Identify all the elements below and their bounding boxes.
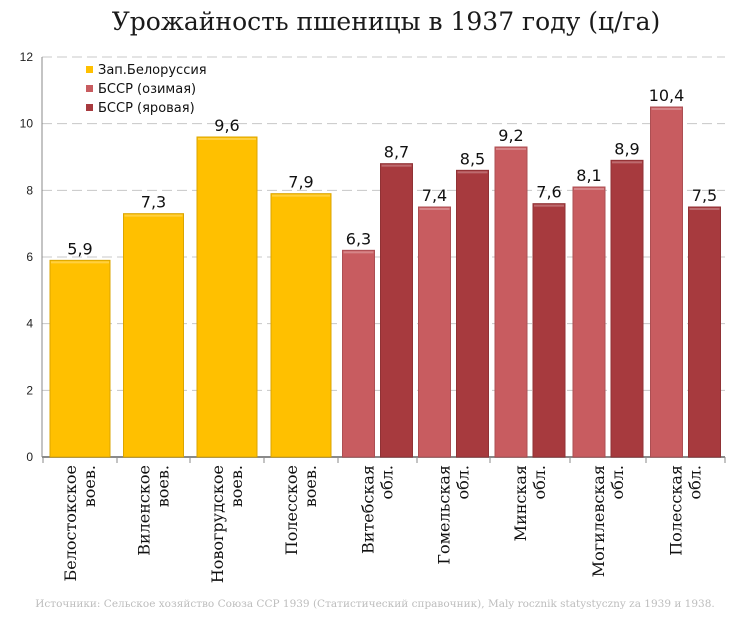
category-label-line1: Могилевская [589,465,608,577]
category-label: Гомельская обл. [435,465,473,565]
y-tick-label: 12 [20,50,34,64]
y-tick-label: 0 [26,450,33,464]
data-label: 10,4 [649,86,685,105]
legend-label: БССР (яровая) [98,101,195,116]
category-label: Белостокское воев. [61,465,99,582]
bar-highlight [381,164,412,167]
bar [380,163,413,458]
category-label-line2: обл. [530,465,549,500]
bar [270,193,332,458]
bar-highlight [272,194,330,197]
bar [572,186,606,458]
category-label: Могилевская обл. [589,465,627,577]
bar-highlight [689,208,720,210]
bar-highlight [612,161,642,164]
legend-label: БССР (озимая) [98,82,196,97]
data-label: 9,2 [498,126,523,145]
category-label-line1: Гомельская [435,465,454,565]
bar [688,206,721,458]
category-label-line1: Полесское [282,465,301,555]
y-tick-label: 8 [26,183,33,197]
bar-highlight [496,148,526,150]
category-label-line2: обл. [454,465,473,500]
legend: Зап.Белоруссия БССР (озимая) БССР (яровая) [86,63,207,116]
bar [650,106,683,458]
category-label: Полесская обл. [667,465,705,556]
category-label: Витебская обл. [359,465,397,554]
data-label: 8,5 [460,149,485,168]
bar [494,146,528,458]
y-tick-label: 6 [26,250,33,264]
bar-highlight [651,108,682,110]
legend-label: Зап.Белоруссия [98,63,207,78]
category-label-line2: воев. [227,465,246,507]
bar-highlight [574,188,604,190]
bar-highlight [124,214,183,217]
bar [342,249,375,458]
category-label-line2: воев. [80,465,99,507]
data-label: 8,7 [384,143,409,162]
bar [610,159,644,458]
category-label: Полесское воев. [282,465,320,555]
category-label-line2: воев. [154,465,173,507]
data-label: 8,1 [576,166,601,185]
category-label-line1: Витебская [359,465,378,554]
bar-highlight [51,261,109,264]
bar [532,203,566,458]
bar-highlight [457,171,488,174]
category-label-line2: обл. [378,465,397,500]
y-tick-label: 4 [26,317,33,331]
bar [418,206,451,458]
category-label-line1: Минская [511,465,530,541]
category-label-line1: Виленское [135,465,154,556]
category-label: Минская обл. [511,465,549,541]
category-label-line2: обл. [608,465,627,500]
bar-highlight [198,138,256,140]
bar [456,169,489,458]
category-label-line2: воев. [301,465,320,507]
category-label-line1: Белостокское [61,465,80,582]
data-label: 7,4 [422,186,447,205]
bar-highlight [419,208,450,210]
legend-swatch [86,85,93,92]
data-label: 5,9 [67,239,92,258]
data-label: 7,6 [536,183,561,202]
y-tick-label: 10 [20,117,34,131]
category-label: Новогрудское воев. [208,465,246,583]
bar-highlight [534,204,564,207]
category-labels: Белостокское воев. Виленское воев. Новогрудс… [61,465,705,583]
data-label: 8,9 [614,139,639,158]
legend-swatch [86,104,93,111]
bar-highlight [343,251,374,254]
category-label-line1: Новогрудское [208,465,227,583]
bar [196,136,258,458]
data-label: 7,9 [288,173,313,192]
source-note: Источники: Сельское хозяйство Союза ССР … [35,598,715,610]
category-label: Виленское воев. [135,465,173,556]
data-label: 9,6 [214,116,239,135]
data-label: 6,3 [346,229,371,248]
y-tick-label: 2 [26,383,33,397]
chart-title: Урожайность пшеницы в 1937 году (ц/га) [112,7,661,36]
category-label-line1: Полесская [667,465,686,556]
bar [123,213,184,458]
data-label: 7,5 [692,186,717,205]
legend-swatch [86,66,93,73]
data-label: 7,3 [141,193,166,212]
bars [49,106,721,458]
bar [49,259,111,458]
category-label-line2: обл. [686,465,705,500]
data-labels: 5,9 7,3 9,6 7,9 6,3 8,7 7,4 8,5 9,2 7,6 8,1 8,9 10,4… [67,86,717,258]
